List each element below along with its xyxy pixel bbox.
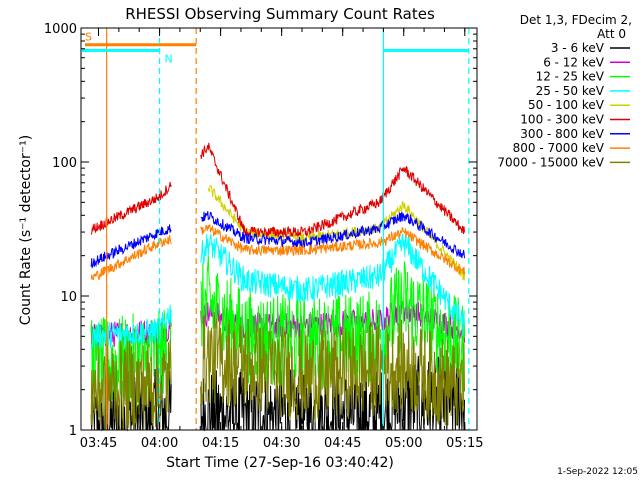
legend-label: 12 - 25 keV — [536, 70, 605, 84]
legend-label: 3 - 6 keV — [551, 41, 605, 55]
x-tick-label: 04:15 — [202, 436, 239, 451]
legend-label: 50 - 100 keV — [528, 98, 605, 112]
series-line — [90, 224, 465, 280]
y-axis-label: Count Rate (s⁻¹ detector⁻¹) — [18, 135, 34, 325]
saa-label: S — [85, 31, 92, 44]
series-layer — [90, 142, 466, 432]
series-25-50-kev — [90, 233, 465, 349]
legend-label: 7000 - 15000 keV — [497, 155, 604, 169]
legend-label: 6 - 12 keV — [543, 55, 605, 69]
x-tick-label: 03:45 — [80, 436, 117, 451]
markers-layer: SN — [82, 28, 470, 430]
legend-label: 100 - 300 keV — [520, 113, 604, 127]
series-line — [90, 142, 465, 238]
legend-label: 800 - 7000 keV — [513, 141, 605, 155]
x-tick-label: 05:00 — [385, 436, 422, 451]
x-axis-label: Start Time (27-Sep-16 03:40:42) — [166, 455, 394, 471]
y-tick-label: 10 — [60, 290, 77, 305]
x-tick-label: 04:45 — [324, 436, 361, 451]
plot-frame — [80, 27, 478, 431]
series-100-300-kev — [90, 142, 465, 238]
y-tick-label: 1 — [69, 424, 77, 439]
date-stamp: 1-Sep-2022 12:05 — [557, 467, 638, 477]
x-tick-label: 04:00 — [141, 436, 178, 451]
series-line — [90, 233, 465, 349]
series-line — [90, 311, 465, 431]
axes-layer: 03:45 04:00 04:15 04:30 04:45 05:00 05:15 1 10 10… — [44, 22, 484, 451]
x-tick-label: 05:15 — [446, 436, 483, 451]
series-line — [90, 211, 465, 269]
legend-header-line1: Det 1,3, FDecim 2, — [520, 13, 632, 27]
legend-label: 300 - 800 keV — [520, 127, 604, 141]
legend-label: 25 - 50 keV — [536, 84, 605, 98]
night-label: N — [165, 52, 173, 65]
series-300-800-kev — [90, 211, 465, 269]
y-tick-label: 100 — [52, 156, 77, 171]
series-800-7000-kev — [90, 224, 465, 280]
y-tick-label: 1000 — [44, 22, 77, 37]
x-tick-label: 04:30 — [263, 436, 300, 451]
series-7000-15000-kev — [90, 311, 465, 431]
legend-header-line2: Att 0 — [597, 27, 626, 41]
chart-title: RHESSI Observing Summary Count Rates — [125, 5, 435, 23]
